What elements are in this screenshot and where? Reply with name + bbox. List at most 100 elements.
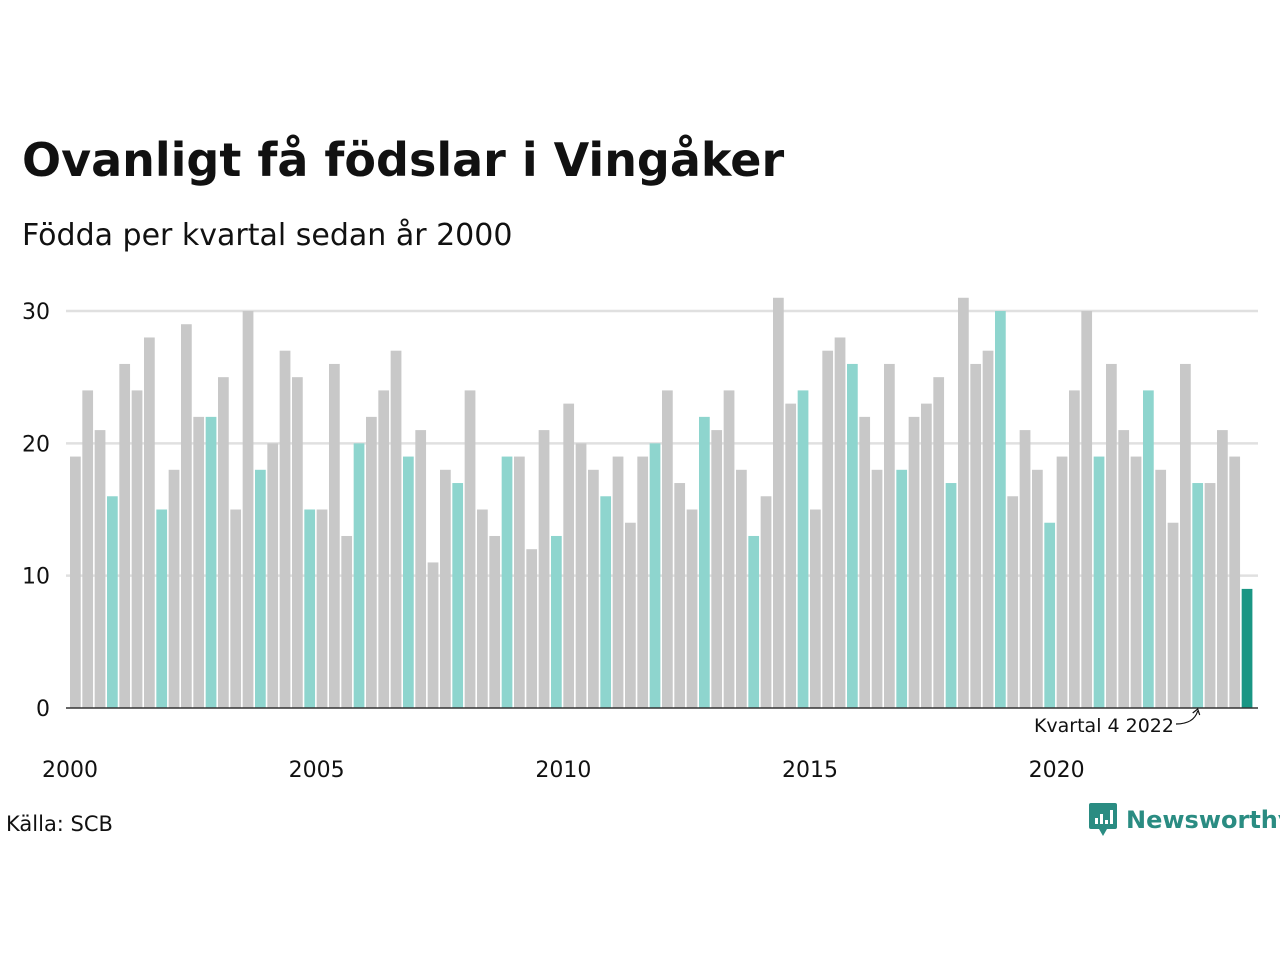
bar: [144, 337, 155, 708]
bar: [612, 456, 624, 708]
bar: [181, 324, 192, 708]
bar: [945, 483, 957, 708]
bar: [230, 509, 242, 708]
bar: [292, 377, 303, 708]
bar: [674, 483, 686, 708]
bar: [1155, 469, 1167, 708]
bar: [933, 377, 945, 708]
bar: [748, 535, 760, 708]
x-tick-label: 2015: [782, 758, 838, 783]
bar: [538, 430, 550, 708]
bar: [427, 562, 439, 708]
bar: [723, 390, 735, 708]
bar: [1093, 456, 1105, 708]
bar: [1044, 522, 1056, 708]
bar: [773, 297, 784, 708]
bar: [489, 535, 501, 708]
bar: [156, 509, 168, 708]
annotation-label: Kvartal 4 2022: [1034, 715, 1174, 737]
bar: [1007, 496, 1019, 708]
bar: [353, 443, 365, 708]
bar: [1118, 430, 1130, 708]
bar: [600, 496, 612, 708]
x-tick-label: 2020: [1029, 758, 1085, 783]
bar: [1106, 363, 1117, 708]
bar: [970, 363, 982, 708]
bar: [1056, 456, 1068, 708]
bar: [279, 350, 291, 708]
bar: [1204, 483, 1216, 708]
bar: [1069, 390, 1080, 708]
axes: 0 10 20 30 2000 2005 2010 2015 2020: [22, 300, 1258, 783]
bar: [464, 390, 476, 708]
bar: [1241, 588, 1253, 708]
bar: [390, 350, 402, 708]
newsworthy-logo-icon: [1089, 803, 1117, 836]
bar: [1032, 469, 1043, 708]
bar: [551, 535, 562, 708]
bar: [797, 390, 809, 708]
bar: [575, 443, 587, 708]
chart-subtitle: Födda per kvartal sedan år 2000: [22, 218, 513, 253]
x-tick-label: 2010: [535, 758, 591, 783]
bar: [1130, 456, 1142, 708]
brand-logo: Newsworthy: [1088, 802, 1280, 838]
bar: [662, 390, 673, 708]
bar: [193, 416, 205, 708]
bar: [810, 509, 821, 708]
bar: [699, 416, 710, 708]
brand-name: Newsworthy: [1126, 806, 1280, 834]
bar: [255, 469, 266, 708]
bar: [70, 456, 81, 708]
annotation-arrowhead: [1192, 707, 1201, 716]
annotation-arrow: [1175, 710, 1199, 725]
bar: [1229, 456, 1241, 708]
bar: [896, 469, 908, 708]
bar: [514, 456, 525, 708]
bar: [131, 390, 143, 708]
bar: [304, 509, 316, 708]
bars: [70, 297, 1253, 708]
y-tick-label: 0: [36, 697, 50, 722]
source-label: Källa: SCB: [6, 812, 113, 836]
bar: [785, 403, 797, 708]
bar: [366, 416, 377, 708]
bar: [477, 509, 488, 708]
bar: [267, 443, 279, 708]
bar: [637, 456, 649, 708]
bar: [822, 350, 834, 708]
bar: [563, 403, 575, 708]
bar: [625, 522, 636, 708]
bar: [107, 496, 118, 708]
bar: [218, 377, 229, 708]
bar: [760, 496, 772, 708]
bar: [440, 469, 451, 708]
x-tick-label: 2000: [42, 758, 98, 783]
bar: [526, 549, 538, 708]
bar: [834, 337, 846, 708]
bar: [316, 509, 328, 708]
y-tick-label: 20: [22, 432, 50, 457]
annotation: Kvartal 4 2022: [1034, 707, 1201, 737]
bar: [1081, 311, 1093, 708]
bar: [1167, 522, 1179, 708]
bar: [686, 509, 698, 708]
bar: [908, 416, 920, 708]
bar: [119, 363, 131, 708]
bar: [588, 469, 599, 708]
bar: [1192, 483, 1204, 708]
bar: [452, 483, 464, 708]
bar: [378, 390, 390, 708]
bar: [1217, 430, 1228, 708]
bar: [736, 469, 747, 708]
bar: [242, 311, 254, 708]
bar: [884, 363, 895, 708]
x-tick-label: 2005: [289, 758, 345, 783]
bar: [329, 363, 340, 708]
y-tick-label: 10: [22, 565, 50, 590]
bar: [649, 443, 661, 708]
bar: [1143, 390, 1154, 708]
bar: [982, 350, 994, 708]
bar: [847, 363, 858, 708]
chart-title: Ovanligt få födslar i Vingåker: [22, 133, 785, 187]
